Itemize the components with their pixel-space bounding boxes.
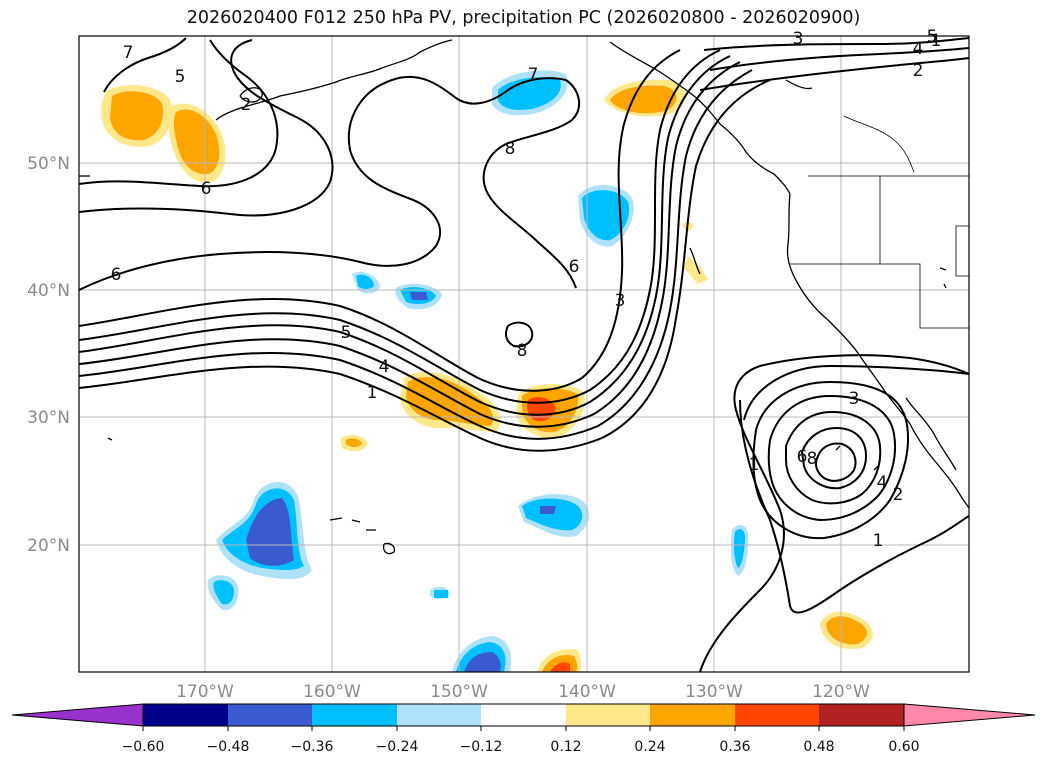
contour-label: 8 xyxy=(807,449,818,469)
colorbar-segment xyxy=(566,704,650,726)
precip-region xyxy=(734,529,746,568)
contour-label: 2 xyxy=(241,95,252,115)
y-tick-label: 40°N xyxy=(27,281,70,301)
colorbar-tick-label: 0.24 xyxy=(634,739,665,755)
colorbar-tick-label: 0.48 xyxy=(803,739,834,755)
x-tick-label: 130°W xyxy=(685,682,743,702)
x-tick-labels: 170°W 160°W 150°W 140°W 130°W 120°W xyxy=(176,682,870,702)
colorbar-segment xyxy=(735,704,819,726)
contour-label: 6 xyxy=(111,265,122,285)
contour-label: 1 xyxy=(367,383,378,403)
colorbar-tick-label: −0.48 xyxy=(207,739,250,755)
chart-title: 2026020400 F012 250 hPa PV, precipitatio… xyxy=(186,8,861,28)
colorbar: −0.60 −0.48 −0.36 −0.24 −0.12 0.12 0.24 … xyxy=(11,703,1036,755)
contour-label: 4 xyxy=(877,473,888,493)
x-tick-label: 150°W xyxy=(430,682,488,702)
contour-label: 6 xyxy=(201,179,212,199)
contour-label: 5 xyxy=(175,67,186,87)
contour-label: 1 xyxy=(749,455,760,475)
precip-region xyxy=(246,498,294,566)
precip-region xyxy=(213,580,234,605)
contour-label: 6 xyxy=(569,257,580,277)
colorbar-segment xyxy=(143,704,228,726)
precip-region xyxy=(406,377,494,426)
precip-region xyxy=(410,292,428,300)
x-tick-label: 160°W xyxy=(303,682,361,702)
contour-label: 7 xyxy=(528,65,539,85)
colorbar-segment xyxy=(819,704,904,726)
colorbar-tick-label: 0.60 xyxy=(888,739,919,755)
precip-region xyxy=(550,662,570,672)
precip-region xyxy=(434,590,448,598)
y-tick-label: 50°N xyxy=(27,154,70,174)
colorbar-segment xyxy=(650,704,735,726)
precip-region xyxy=(464,652,501,672)
contour-label: 3 xyxy=(615,291,626,311)
coastlines xyxy=(79,39,969,555)
colorbar-frame xyxy=(142,703,905,727)
precip-region xyxy=(540,506,556,514)
contour-label: 3 xyxy=(849,389,860,409)
precip-region xyxy=(522,498,583,531)
colorbar-segment xyxy=(228,704,312,726)
precip-region xyxy=(610,85,677,114)
contour-label: 8 xyxy=(505,139,516,159)
x-tick-label: 140°W xyxy=(558,682,616,702)
pv-contours xyxy=(79,37,969,672)
colorbar-tick-label: −0.24 xyxy=(376,739,419,755)
colorbar-tick-label: −0.36 xyxy=(291,739,334,755)
contour-label: 8 xyxy=(517,341,528,361)
x-tick-label: 120°W xyxy=(812,682,870,702)
contour-label: 1 xyxy=(873,531,884,551)
precip-region xyxy=(173,109,220,175)
y-tick-labels: 50°N 40°N 30°N 20°N xyxy=(27,154,70,556)
colorbar-tick-label: −0.12 xyxy=(460,739,503,755)
contour-label: 5 xyxy=(341,323,352,343)
contour-label: 5 xyxy=(927,27,938,47)
colorbar-segment xyxy=(312,704,397,726)
colorbar-segment xyxy=(397,704,481,726)
y-tick-label: 20°N xyxy=(27,536,70,556)
contour-labels: 7 5 6 2 6 1 8 8 7 6 3 5 4 1 3 4 2 8 6 3 … xyxy=(111,27,942,551)
contour-label: 2 xyxy=(893,485,904,505)
colorbar-tick-label: 0.12 xyxy=(550,739,581,755)
precip-region xyxy=(826,616,867,645)
precip-region xyxy=(684,256,708,284)
colorbar-extend-high xyxy=(903,703,1036,727)
x-tick-label: 170°W xyxy=(176,682,234,702)
colorbar-tick-label: 0.36 xyxy=(719,739,750,755)
colorbar-tick-label: −0.60 xyxy=(122,739,165,755)
contour-label: 4 xyxy=(913,39,924,59)
contour-label: 4 xyxy=(379,357,390,377)
colorbar-segment xyxy=(481,704,566,726)
colorbar-ticks xyxy=(142,726,905,731)
colorbar-extend-low xyxy=(11,703,144,727)
precip-region xyxy=(356,274,374,289)
precip-region xyxy=(346,438,362,447)
contour-label: 1 xyxy=(931,31,942,51)
grid xyxy=(79,36,969,672)
contour-label: 7 xyxy=(123,43,134,63)
contour-label: 2 xyxy=(913,61,924,81)
contour-label: 3 xyxy=(793,29,804,49)
y-tick-label: 30°N xyxy=(27,408,70,428)
precip-region xyxy=(582,190,630,241)
contour-label: 6 xyxy=(797,447,808,467)
precip-region xyxy=(498,77,561,110)
precip-region xyxy=(110,91,164,141)
plot-frame xyxy=(78,35,970,673)
